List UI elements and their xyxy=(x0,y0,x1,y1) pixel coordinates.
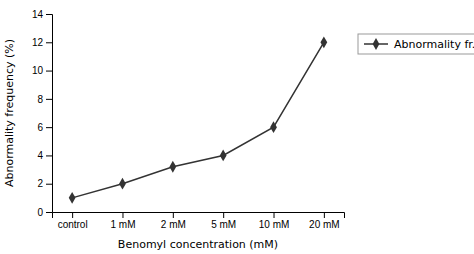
point-marker xyxy=(169,161,176,173)
y-tick-mark xyxy=(46,184,52,185)
y-tick-mark xyxy=(46,99,52,100)
x-axis: control 1 mM 2 mM 5 mM 10 mM 20 mM xyxy=(53,212,345,230)
point-marker xyxy=(320,36,327,48)
x-tick-mark xyxy=(324,212,325,218)
y-axis-line xyxy=(46,15,53,213)
point-marker xyxy=(270,121,277,133)
x-axis-line xyxy=(53,213,345,219)
y-tick: 4 xyxy=(37,150,52,161)
y-tick-label: 12 xyxy=(32,37,44,48)
y-tick-mark xyxy=(46,155,52,156)
y-axis: 0 2 4 6 8 10 12 14 xyxy=(32,9,53,218)
chart: control 1 mM 2 mM 5 mM 10 mM 20 mM 0 2 4 6 8 10 12 14… xyxy=(0,0,474,254)
y-tick: 10 xyxy=(32,65,52,76)
y-tick-label: 8 xyxy=(37,94,43,105)
x-tick: 2 mM xyxy=(161,212,186,230)
x-tick-mark xyxy=(223,212,224,218)
x-tick-mark xyxy=(122,212,123,218)
y-tick: 0 xyxy=(37,207,52,218)
y-tick-label: 10 xyxy=(32,65,44,76)
y-tick-label: 14 xyxy=(32,9,44,20)
x-tick: 10 mM xyxy=(259,212,290,230)
y-tick-mark xyxy=(46,212,52,213)
y-tick-label: 0 xyxy=(37,207,43,218)
x-tick: 5 mM xyxy=(211,212,236,230)
x-tick-mark xyxy=(72,212,73,218)
point-marker xyxy=(119,178,126,190)
y-tick: 8 xyxy=(37,94,52,105)
x-tick: 1 mM xyxy=(110,212,135,230)
y-tick-mark xyxy=(46,127,52,128)
x-tick: control xyxy=(58,212,88,230)
x-tick-label: 10 mM xyxy=(259,219,290,230)
y-axis-title: Abnormality frequency (%) xyxy=(3,39,16,187)
x-tick-mark xyxy=(173,212,174,218)
y-tick-label: 2 xyxy=(37,178,43,189)
y-tick-label: 6 xyxy=(37,122,43,133)
y-tick: 12 xyxy=(32,37,52,48)
x-tick-label: 1 mM xyxy=(110,219,135,230)
series-line xyxy=(72,42,324,198)
point-marker xyxy=(220,150,227,162)
x-tick-label: 20 mM xyxy=(309,219,340,230)
legend-label: Abnormality fr. xyxy=(394,38,474,51)
legend-marker xyxy=(373,38,380,50)
plot: control 1 mM 2 mM 5 mM 10 mM 20 mM 0 2 4 6 8 10 12 14 xyxy=(32,9,345,230)
legend-frame xyxy=(358,34,474,54)
y-tick: 14 xyxy=(32,9,52,20)
y-tick-mark xyxy=(46,42,52,43)
legend: Abnormality fr. xyxy=(358,34,474,54)
x-tick: 20 mM xyxy=(309,212,340,230)
y-tick: 6 xyxy=(37,122,52,133)
y-tick-label: 4 xyxy=(37,150,43,161)
x-axis-title: Benomyl concentration (mM) xyxy=(118,238,278,251)
y-tick-mark xyxy=(46,71,52,72)
y-tick-mark xyxy=(46,14,52,15)
x-tick-label: control xyxy=(58,219,88,230)
point-marker xyxy=(69,192,76,204)
x-tick-label: 5 mM xyxy=(211,219,236,230)
series-layer xyxy=(69,36,328,203)
y-tick: 2 xyxy=(37,178,52,189)
legend-item: Abnormality fr. xyxy=(364,38,474,51)
x-tick-mark xyxy=(274,212,275,218)
x-tick-label: 2 mM xyxy=(161,219,186,230)
